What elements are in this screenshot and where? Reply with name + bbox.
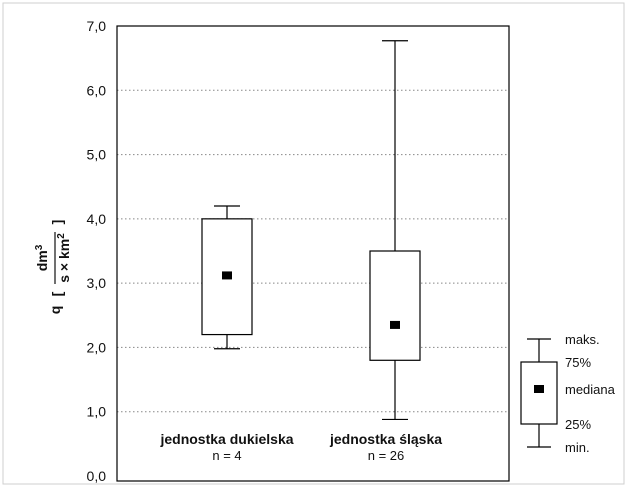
y-tick-label: 1,0 (87, 404, 107, 420)
y-tick-label: 3,0 (87, 275, 107, 291)
legend-median-marker (534, 385, 544, 393)
median-marker (222, 271, 232, 280)
y-tick-label: 6,0 (87, 82, 107, 98)
legend: maks. 75% mediana 25% min. (520, 332, 616, 455)
y-tick-label: 7,0 (87, 18, 107, 34)
y-label-symbol: q (47, 306, 63, 315)
iqr-box (369, 250, 421, 361)
sample-size-label: n = 4 (212, 448, 241, 463)
median-marker (390, 320, 400, 329)
y-label-denominator: s × km2 (56, 233, 73, 283)
y-label-numerator: dm3 (34, 244, 51, 271)
y-label-bracket-left: [ (49, 291, 65, 296)
y-tick-label: 2,0 (87, 339, 107, 355)
y-axis-ticks: 0,0 1,0 2,0 3,0 4,0 5,0 6,0 7,0 (87, 18, 107, 484)
y-label-bracket-right: ] (49, 220, 65, 225)
category-label: jednostka dukielska (159, 431, 293, 447)
legend-label-max: maks. (565, 332, 600, 347)
legend-label-min: min. (565, 440, 590, 455)
sample-size-label: n = 26 (368, 448, 405, 463)
y-tick-label: 5,0 (87, 147, 107, 163)
category-label: jednostka śląska (329, 431, 442, 447)
plot-frame (116, 25, 510, 482)
y-tick-label: 0,0 (87, 468, 107, 484)
legend-label-median: mediana (565, 382, 616, 397)
legend-label-q1: 25% (565, 417, 591, 432)
y-axis-label: q [ dm3 s × km2 ] (34, 220, 73, 315)
legend-label-q3: 75% (565, 355, 591, 370)
y-tick-label: 4,0 (87, 211, 107, 227)
grid-lines (117, 89, 509, 413)
